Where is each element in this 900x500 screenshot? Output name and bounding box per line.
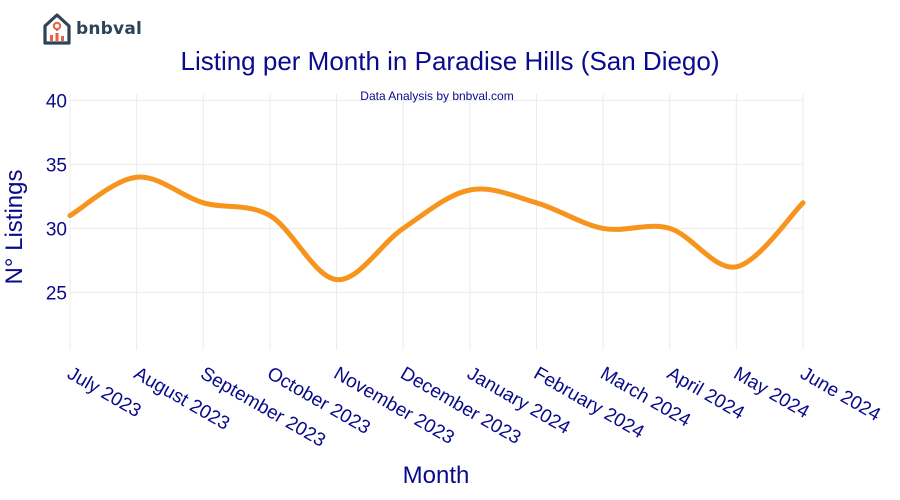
y-axis-ticks: 25 30 35 40 xyxy=(46,91,67,304)
brand-name: bnbval xyxy=(76,19,143,39)
x-tick-label: June 2024 xyxy=(797,363,885,426)
brand-logo: bnbval xyxy=(42,12,142,46)
gridlines xyxy=(69,94,804,350)
chart-title: Listing per Month in Paradise Hills (San… xyxy=(180,46,719,76)
y-tick-label: 40 xyxy=(46,91,67,112)
y-tick-label: 30 xyxy=(46,219,67,240)
x-tick-label: February 2024 xyxy=(530,363,648,443)
house-chart-logo-icon xyxy=(43,13,71,45)
y-tick-label: 35 xyxy=(46,155,67,176)
x-tick-label: July 2023 xyxy=(64,363,145,422)
y-axis-title: N° Listings xyxy=(1,170,28,285)
x-axis-title: Month xyxy=(403,462,470,489)
series-line-listings xyxy=(67,174,806,283)
y-tick-label: 25 xyxy=(46,283,67,304)
chart-subtitle: Data Analysis by bnbval.com xyxy=(360,89,513,103)
